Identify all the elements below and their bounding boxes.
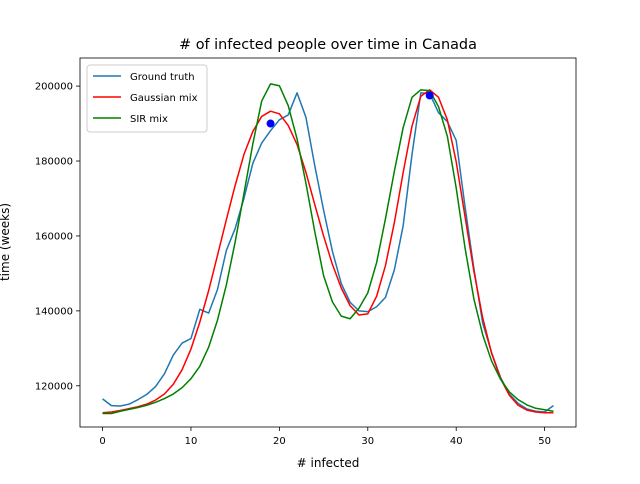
axis-ticks: 0 10 20 30 40 50 120000 140000 160000 180000 20000… bbox=[35, 82, 551, 447]
series-line-1 bbox=[102, 89, 554, 414]
x-tick-label: 20 bbox=[273, 436, 286, 447]
highlight-point-0 bbox=[266, 119, 275, 128]
x-tick-label: 30 bbox=[361, 436, 374, 447]
highlight-points bbox=[266, 91, 434, 128]
x-tick-label: 10 bbox=[185, 436, 198, 447]
legend: Ground truth Gaussian mix SIR mix bbox=[86, 64, 208, 133]
legend-label-1: Gaussian mix bbox=[130, 93, 198, 104]
legend-label-0: Ground truth bbox=[130, 72, 195, 83]
legend-label-2: SIR mix bbox=[130, 114, 168, 125]
y-tick-label: 120000 bbox=[35, 381, 73, 392]
series-line-2 bbox=[102, 83, 554, 415]
y-tick-label: 140000 bbox=[35, 306, 73, 317]
x-tick-label: 40 bbox=[450, 436, 463, 447]
series-lines bbox=[102, 83, 554, 415]
x-tick-label: 0 bbox=[99, 436, 105, 447]
highlight-point-1 bbox=[425, 91, 434, 100]
y-axis-label: time (weeks) bbox=[0, 203, 12, 281]
axes-frame bbox=[79, 57, 577, 428]
y-tick-label: 200000 bbox=[35, 82, 73, 93]
y-tick-label: 160000 bbox=[35, 232, 73, 243]
x-axis-label: # infected bbox=[297, 456, 360, 470]
x-tick-label: 50 bbox=[538, 436, 551, 447]
legend-box bbox=[86, 64, 208, 133]
chart-title: # of infected people over time in Canada bbox=[179, 37, 477, 53]
y-tick-label: 180000 bbox=[35, 157, 73, 168]
plot-area bbox=[102, 83, 554, 415]
